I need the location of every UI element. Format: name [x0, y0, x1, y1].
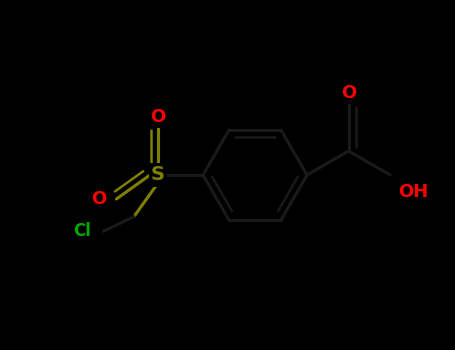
Text: O: O	[91, 190, 106, 208]
Text: OH: OH	[398, 183, 429, 201]
Text: O: O	[150, 108, 166, 126]
Text: O: O	[341, 84, 356, 102]
Text: S: S	[151, 166, 165, 184]
Text: Cl: Cl	[74, 222, 91, 240]
